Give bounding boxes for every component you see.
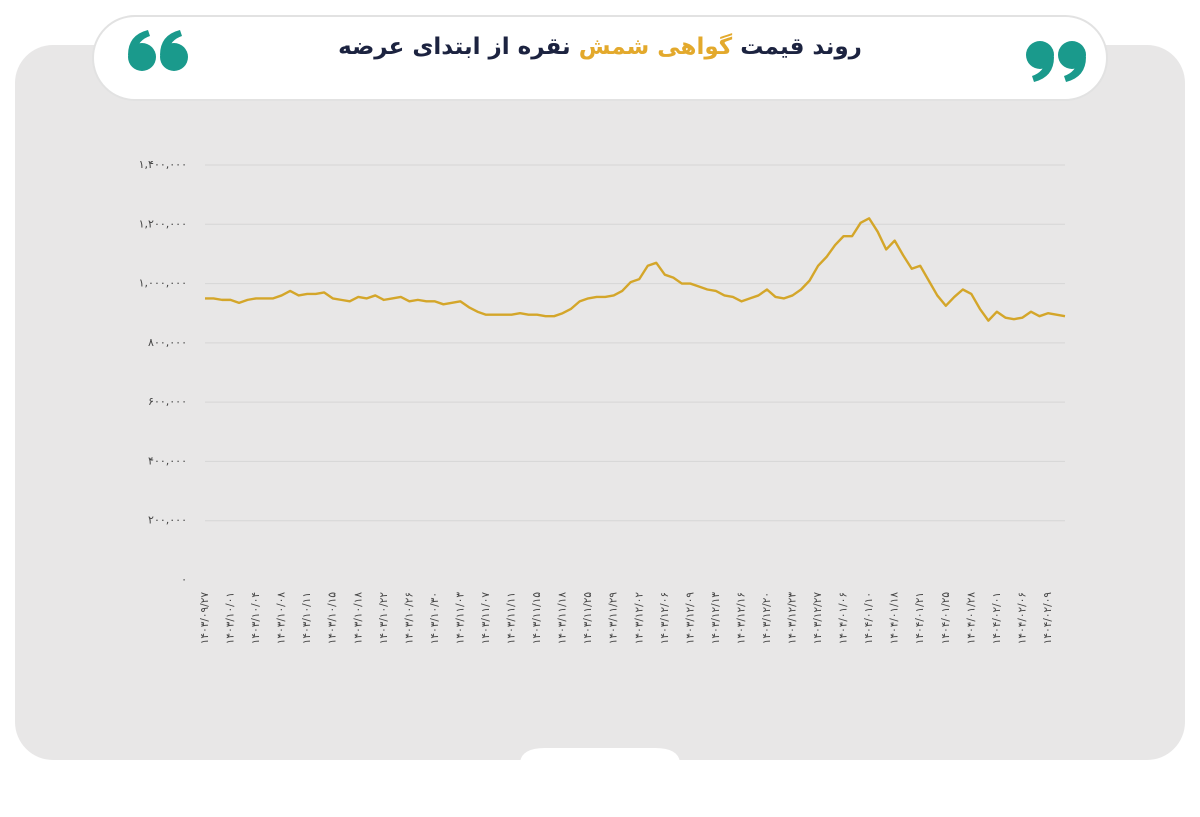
x-tick-label: ۱۴۰۳/۱۲/۱۳ [710,592,722,645]
x-tick-label: ۱۴۰۳/۱۰/۱۸ [352,592,364,645]
x-tick-label: ۱۴۰۳/۱۱/۰۳ [454,592,466,645]
y-tick-label: ۰ [181,573,187,586]
x-tick-label: ۱۴۰۳/۱۱/۱۱ [506,592,518,644]
x-tick-label: ۱۴۰۳/۱۲/۲۳ [787,592,799,645]
x-tick-label: ۱۴۰۴/۰۱/۲۸ [965,592,977,645]
x-tick-label: ۱۴۰۴/۰۲/۰۱ [991,592,1003,644]
x-tick-label: ۱۴۰۴/۰۱/۱۰ [863,592,875,644]
chart-title: روند قیمت گواهی شمش نقره از ابتدای عرضه [200,34,1000,60]
x-tick-label: ۱۴۰۳/۱۲/۱۶ [735,592,747,644]
x-tick-label: ۱۴۰۴/۰۱/۱۸ [889,592,901,645]
quote-left [128,30,188,71]
x-tick-label: ۱۴۰۳/۱۱/۱۸ [557,592,569,645]
y-tick-label: ۴۰۰,۰۰۰ [148,454,187,467]
y-tick-label: ۱,۰۰۰,۰۰۰ [139,277,187,290]
bottom-tab [520,748,680,762]
x-tick-label: ۱۴۰۳/۱۱/۰۷ [480,592,492,645]
y-tick-label: ۶۰۰,۰۰۰ [148,395,187,408]
y-tick-label: ۲۰۰,۰۰۰ [148,514,187,527]
x-tick-label: ۱۴۰۴/۰۱/۲۵ [940,592,952,645]
x-tick-label: ۱۴۰۴/۰۲/۰۹ [1042,592,1054,645]
x-tick-label: ۱۴۰۳/۱۲/۰۹ [684,592,696,645]
x-tick-label: ۱۴۰۳/۱۱/۱۵ [531,592,543,645]
title-part: روند قیمت [740,34,862,60]
x-tick-label: ۱۴۰۴/۰۲/۰۶ [1016,592,1028,644]
title-highlight: گواهی شمش [578,34,733,60]
y-tick-label: ۱,۲۰۰,۰۰۰ [139,217,187,230]
x-tick-label: ۱۴۰۳/۱۰/۰۸ [276,592,288,645]
x-tick-label: ۱۴۰۳/۰۹/۲۷ [199,592,211,645]
title-part: نقره از ابتدای عرضه [338,34,571,60]
quote-right [1026,41,1086,82]
x-tick-label: ۱۴۰۴/۰۱/۲۱ [914,592,926,644]
x-tick-label: ۱۴۰۴/۰۱/۰۶ [838,592,850,644]
y-tick-label: ۸۰۰,۰۰۰ [148,336,187,349]
x-tick-label: ۱۴۰۳/۱۱/۲۵ [582,592,594,645]
x-tick-label: ۱۴۰۳/۱۰/۱۱ [301,592,313,644]
price-line [205,217,1066,322]
x-tick-label: ۱۴۰۳/۱۲/۰۶ [659,592,671,644]
title-pill [92,15,1108,101]
x-tick-label: ۱۴۰۳/۱۲/۰۲ [633,592,645,645]
x-tick-label: ۱۴۰۳/۱۰/۰۴ [250,592,262,644]
y-tick-label: ۱,۴۰۰,۰۰۰ [139,158,187,171]
x-tick-label: ۱۴۰۳/۱۰/۰۱ [225,592,237,644]
x-tick-label: ۱۴۰۳/۱۰/۲۶ [403,592,415,644]
x-tick-label: ۱۴۰۳/۱۰/۲۲ [378,592,390,645]
x-tick-label: ۱۴۰۳/۱۰/۳۰ [429,592,441,644]
x-tick-label: ۱۴۰۳/۱۲/۲۰ [761,592,773,644]
footer-space [0,760,1200,817]
x-tick-label: ۱۴۰۳/۱۰/۱۵ [327,592,339,645]
x-tick-label: ۱۴۰۳/۱۲/۲۷ [812,592,824,645]
x-tick-label: ۱۴۰۳/۱۱/۲۹ [608,592,620,645]
